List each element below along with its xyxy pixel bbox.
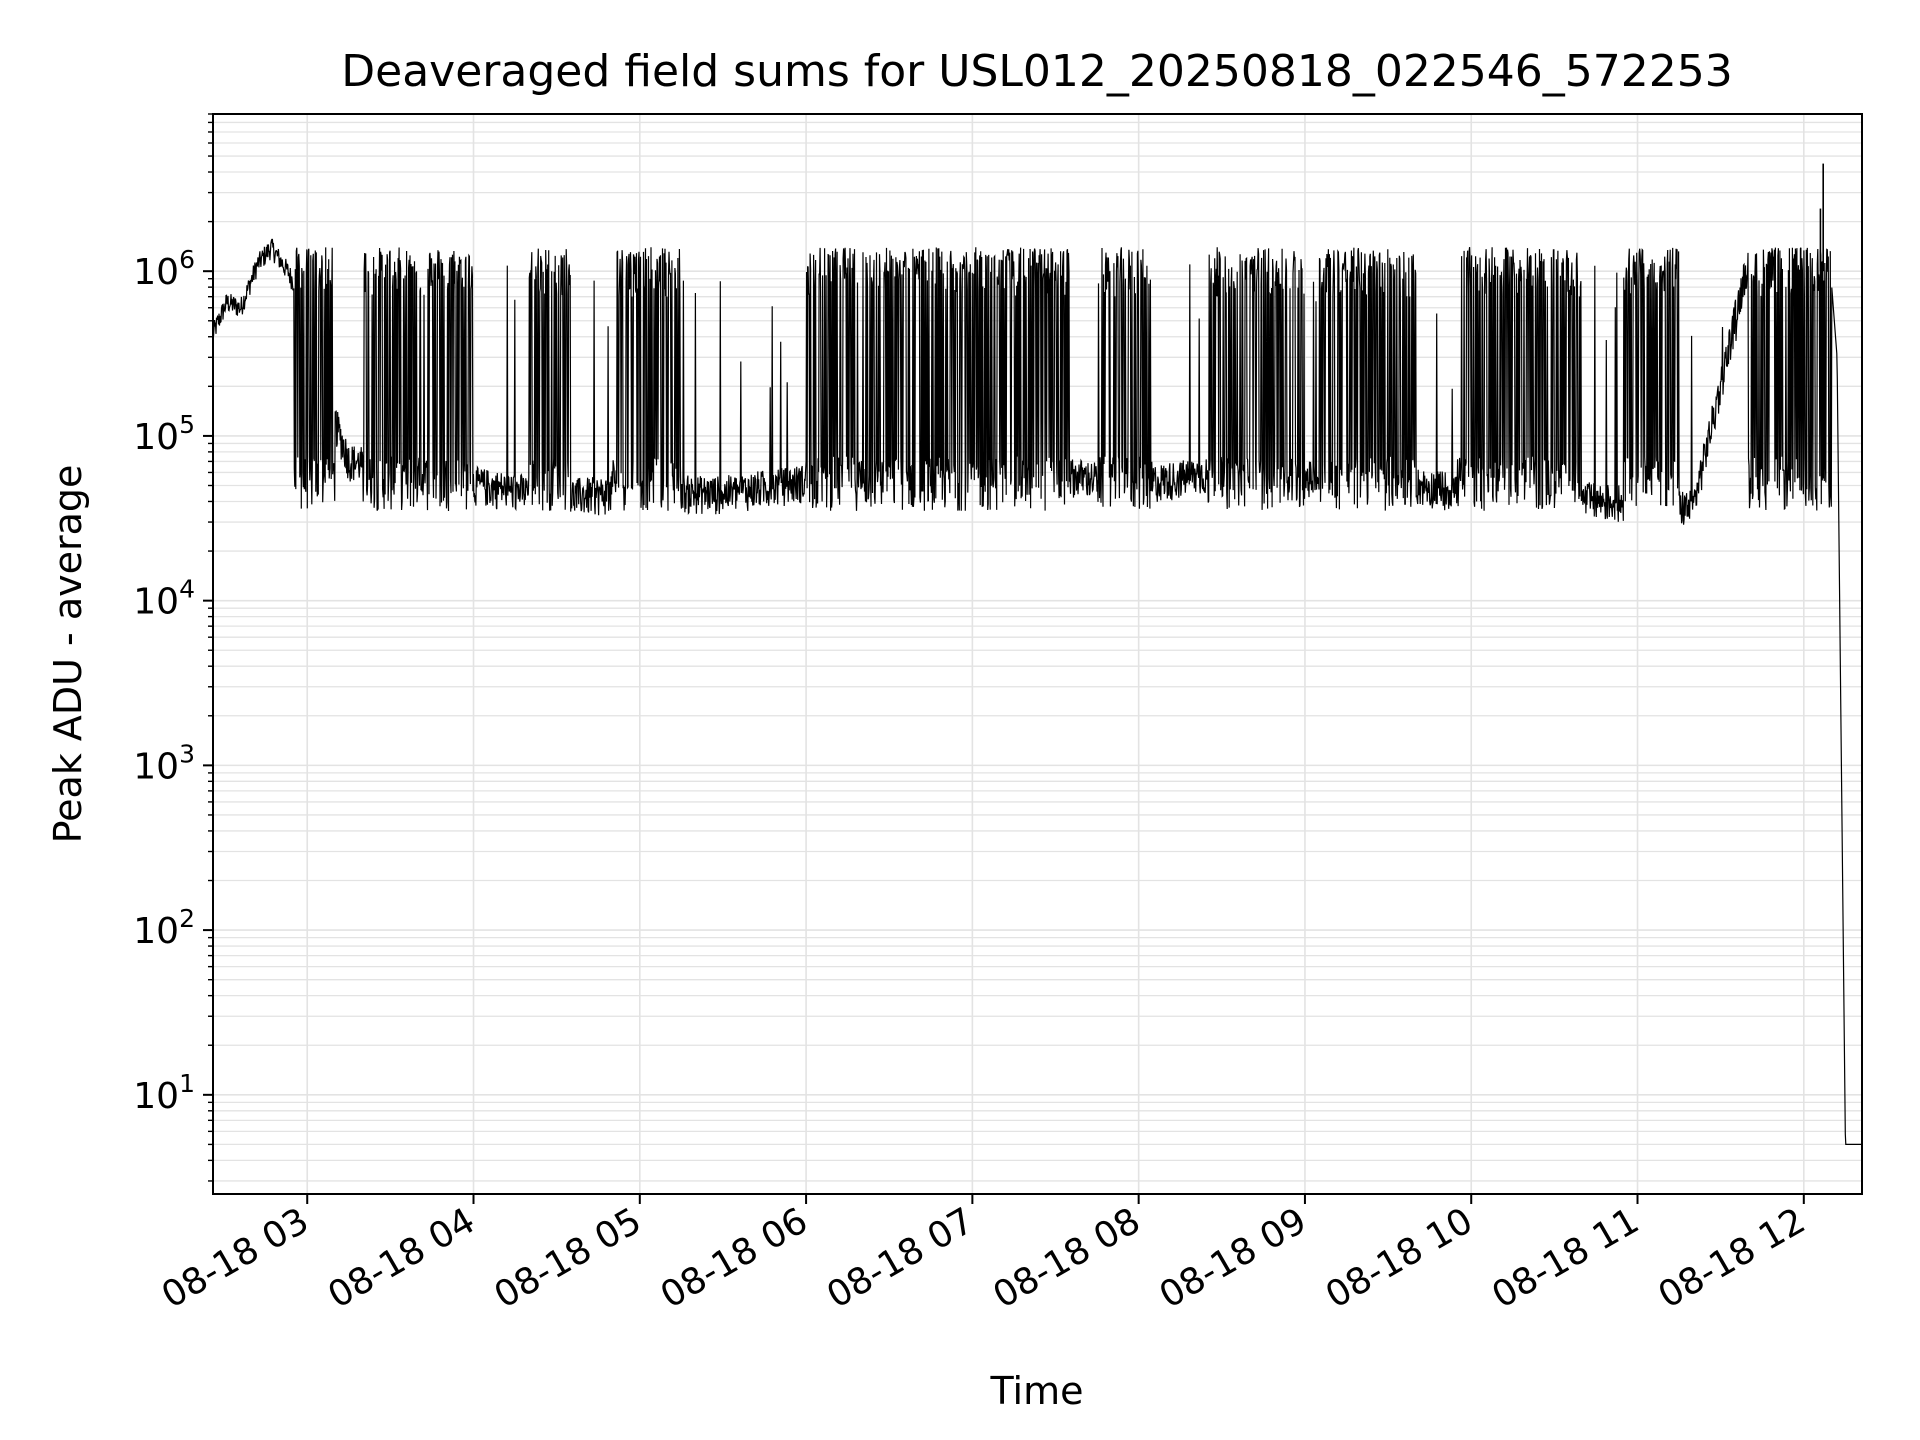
y-ticks: 101 102 103 104 105 106 [133,113,213,1182]
y-tick-label: 102 [133,904,195,952]
y-tick-label: 104 [133,575,195,623]
series [212,163,1862,1145]
y-axis-label: Peak ADU - average [46,465,90,844]
chart-title: Deaveraged field sums for USL012_2025081… [341,46,1733,97]
y-tick-label: 103 [133,739,195,787]
x-axis-label: Time [990,1369,1084,1413]
grid [213,113,1862,1194]
y-tick-label: 101 [133,1069,195,1117]
plot-frame [212,113,1863,1195]
y-tick-label: 106 [133,245,195,293]
y-tick-label: 105 [133,410,195,458]
series-line [212,238,1862,1145]
